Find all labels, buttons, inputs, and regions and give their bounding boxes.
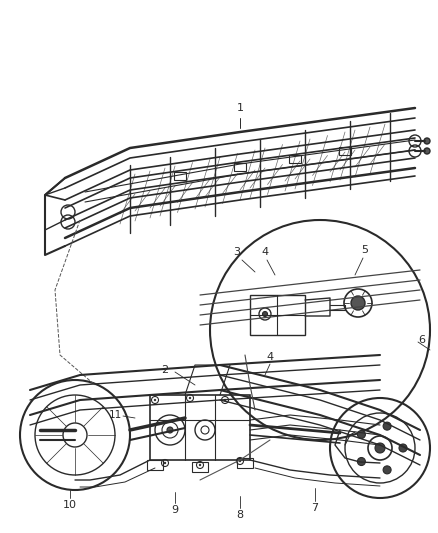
Bar (250, 295, 305, 335)
Bar (289, 155, 301, 163)
Bar (174, 172, 186, 180)
Text: 9: 9 (171, 505, 179, 515)
Circle shape (383, 466, 391, 474)
Bar (192, 462, 208, 472)
Circle shape (351, 296, 365, 310)
Text: 8: 8 (237, 510, 244, 520)
Text: 4: 4 (261, 247, 268, 257)
Bar (150, 395, 250, 460)
Text: 1: 1 (237, 103, 244, 113)
Circle shape (424, 138, 430, 144)
Text: 6: 6 (418, 335, 425, 345)
Text: 2: 2 (162, 365, 169, 375)
Circle shape (154, 399, 156, 401)
Circle shape (189, 397, 191, 399)
Circle shape (262, 311, 268, 317)
Circle shape (239, 460, 241, 462)
Text: 10: 10 (63, 500, 77, 510)
Circle shape (383, 422, 391, 430)
Circle shape (224, 399, 226, 401)
Circle shape (357, 457, 365, 465)
Text: 7: 7 (311, 503, 318, 513)
Circle shape (164, 462, 166, 464)
Bar (147, 460, 163, 470)
Circle shape (357, 431, 365, 439)
Circle shape (399, 444, 407, 452)
Circle shape (424, 148, 430, 154)
Bar (237, 458, 253, 468)
Bar (339, 148, 351, 156)
Circle shape (167, 427, 173, 433)
Circle shape (199, 464, 201, 466)
Text: 11: 11 (108, 410, 122, 420)
Text: 4: 4 (266, 352, 274, 362)
Circle shape (375, 443, 385, 453)
Text: 5: 5 (361, 245, 368, 255)
Text: 3: 3 (233, 247, 240, 257)
Bar (234, 163, 246, 171)
